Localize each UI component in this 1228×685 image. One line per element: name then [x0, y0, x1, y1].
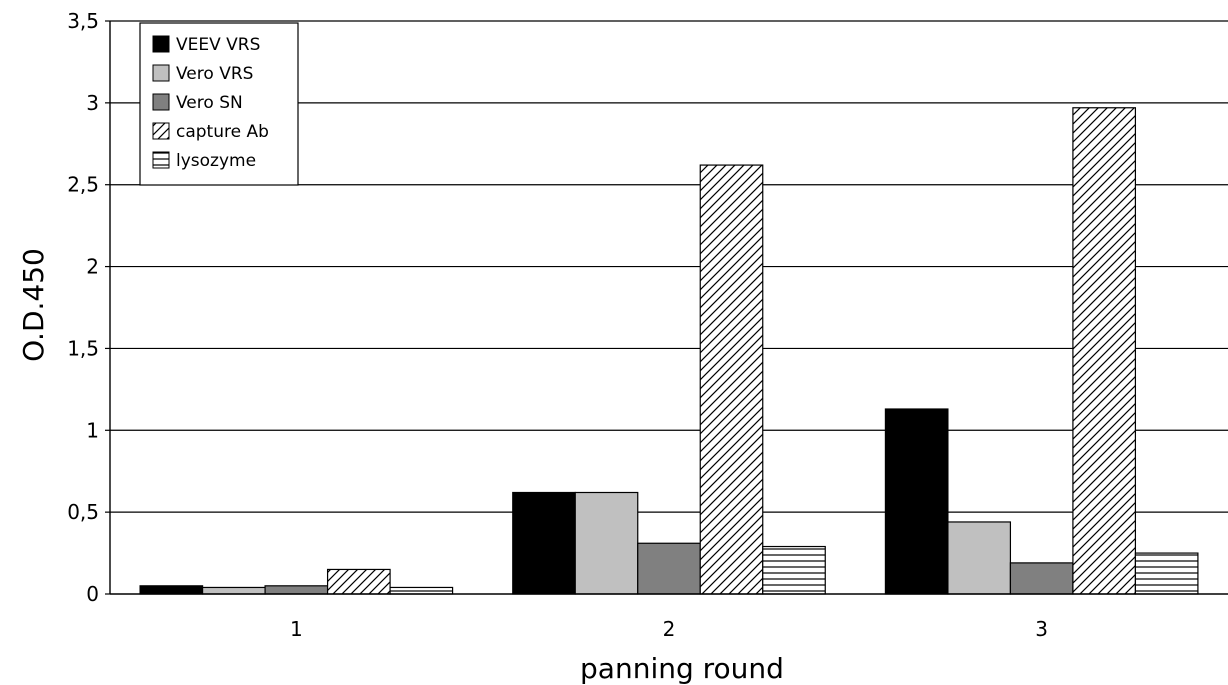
legend-label: VEEV VRS: [176, 35, 260, 55]
legend-label: capture Ab: [176, 122, 269, 142]
y-tick-label: 2: [86, 255, 99, 279]
legend-label: Vero SN: [176, 93, 243, 113]
bar: [762, 545, 826, 595]
legend-swatch: [152, 151, 170, 169]
bar: [201, 586, 266, 595]
bar: [264, 585, 329, 595]
bar: [947, 521, 1012, 595]
legend-swatch: [152, 122, 170, 140]
y-tick-label: 1,5: [67, 336, 99, 360]
bar: [389, 586, 454, 595]
y-axis-title: O.D.450: [17, 248, 50, 362]
x-tick-label: 3: [1035, 617, 1048, 641]
bar: [699, 164, 764, 595]
bars: [139, 107, 1199, 595]
legend-swatch: [152, 93, 170, 111]
legend-swatch: [152, 64, 170, 82]
axes: [109, 21, 1228, 595]
bar: [1072, 107, 1137, 595]
legend-label: lysozyme: [176, 151, 256, 171]
x-tick-label: 1: [290, 617, 303, 641]
tick-labels: 0 0,5 1 1,5 2 2,5 3 3,5 1 2 3: [67, 9, 1048, 641]
y-tick-label: 2,5: [67, 173, 99, 197]
bar: [139, 585, 204, 595]
y-tick-label: 3: [86, 91, 99, 115]
bar: [1009, 562, 1074, 595]
bar: [326, 568, 391, 595]
y-tick-label: 0: [86, 582, 99, 606]
y-tick-label: 3,5: [67, 9, 99, 33]
bar: [637, 542, 701, 595]
legend-label: Vero VRS: [176, 64, 253, 84]
bar: [574, 491, 639, 595]
legend: VEEV VRS Vero VRS Vero SN capture Ab lysozym…: [139, 22, 299, 186]
bar: [512, 491, 576, 595]
y-tick-label: 1: [86, 418, 99, 442]
y-tick-label: 0,5: [67, 500, 99, 524]
bar: [1134, 552, 1199, 595]
x-axis-title: panning round: [580, 652, 784, 685]
legend-swatch: [152, 35, 170, 53]
bar: [884, 408, 949, 595]
x-tick-label: 2: [663, 617, 676, 641]
